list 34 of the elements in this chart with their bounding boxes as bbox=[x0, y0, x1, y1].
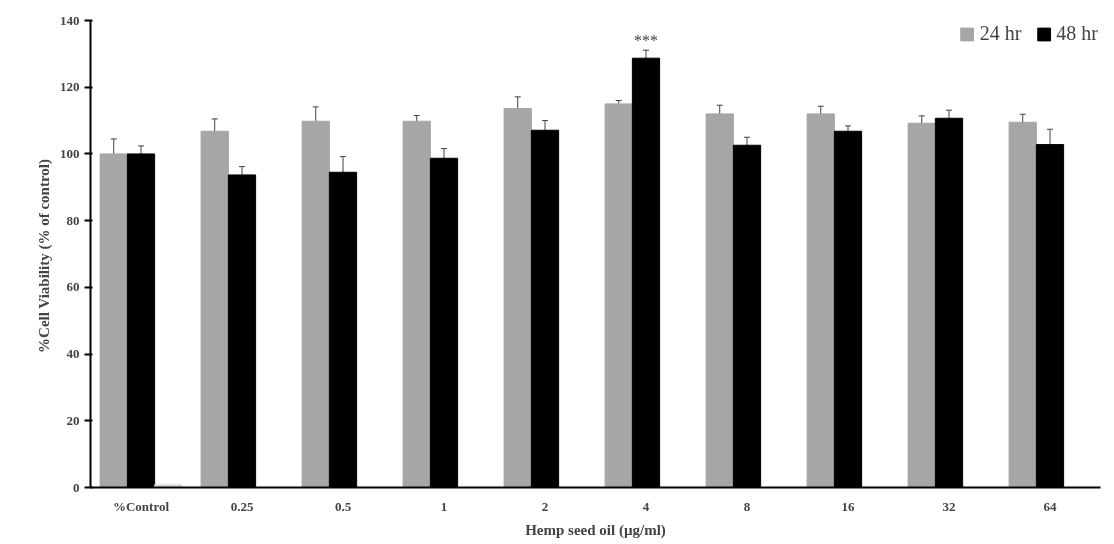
annotation: *** bbox=[634, 32, 658, 50]
x-tick-label: 64 bbox=[1043, 498, 1057, 514]
x-tick-label: 0.5 bbox=[334, 498, 352, 514]
y-axis-title: %Cell Viability (% of control) bbox=[36, 159, 53, 353]
bar bbox=[806, 113, 835, 488]
y-tick-label: 140 bbox=[60, 12, 80, 28]
bar bbox=[503, 108, 532, 488]
x-tick-label: 2 bbox=[541, 498, 549, 514]
bar bbox=[154, 484, 183, 488]
x-tick-label: 16 bbox=[841, 498, 855, 514]
x-tick-label: 0.25 bbox=[230, 498, 254, 514]
bar bbox=[705, 113, 734, 488]
legend-label: 24 hr bbox=[979, 22, 1022, 45]
bar bbox=[604, 103, 633, 488]
x-tick-label: 4 bbox=[642, 498, 650, 514]
bar bbox=[200, 130, 229, 488]
x-axis-title: Hemp seed oil (µg/ml) bbox=[525, 521, 666, 539]
x-tick-label: 8 bbox=[743, 498, 751, 514]
x-tick-label: %Control bbox=[112, 498, 170, 514]
y-tick-label: 0 bbox=[73, 479, 80, 495]
bar bbox=[301, 120, 330, 488]
legend-label: 48 hr bbox=[1056, 22, 1098, 45]
y-tick-label: 80 bbox=[66, 212, 80, 228]
y-tick-label: 40 bbox=[66, 346, 80, 362]
bar bbox=[99, 153, 128, 488]
bar bbox=[402, 120, 431, 488]
bar bbox=[907, 122, 936, 488]
bar bbox=[1008, 121, 1037, 488]
y-tick-label: 20 bbox=[66, 412, 80, 428]
y-tick-label: 60 bbox=[66, 279, 80, 295]
x-tick-label: 32 bbox=[942, 498, 956, 514]
x-tick-label: 1 bbox=[440, 498, 448, 514]
y-tick-label: 120 bbox=[60, 79, 80, 95]
y-tick-label: 100 bbox=[60, 145, 80, 161]
